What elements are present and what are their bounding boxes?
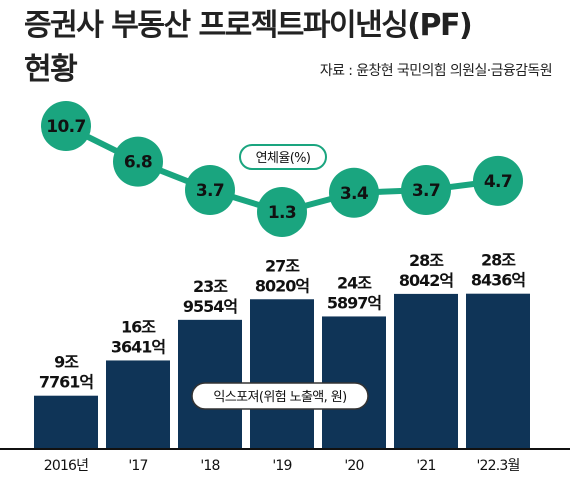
chart-title: 증권사 부동산 프로젝트파이낸싱(PF) 현황 [24,4,473,92]
bar-legend: 익스포져(위험 노출액, 원) [191,382,369,410]
bar-label-billion: 8020억 [255,276,310,295]
bar-label-billion: 8042억 [399,271,454,290]
line-point [401,165,451,216]
source-note: 자료 : 윤창현 국민의힘 의원실·금융감독원 [319,63,553,79]
chart-title-line2: 현황 [24,52,78,87]
x-tick-labels: 2016년 '17 '18 '19 '20 '21 '22.3월 [44,458,521,474]
bar-label-trillion: 16조 [121,317,156,336]
x-tick-label: '18 [200,458,219,474]
bar [322,316,386,448]
line-point [41,101,91,151]
bar-label-trillion: 9조 [54,353,79,372]
bar-label-trillion: 23조 [193,277,228,296]
line-point [113,136,163,187]
x-axis-line [0,448,570,450]
bar-series [34,293,530,448]
line-legend-pill [239,144,327,170]
bar [106,360,170,448]
x-tick-label: '22.3월 [476,458,519,474]
bar-label-billion: 5897억 [327,293,382,312]
bar [394,293,458,448]
bar-legend-label: 익스포져(위험 노출액, 원) [213,390,346,405]
x-tick-label: '21 [416,458,435,474]
bar [466,293,530,448]
bar-label-billion: 8436억 [471,271,526,290]
bar [34,395,98,448]
bar-label-billion: 7761억 [39,373,94,392]
line-legend: 연체율(%) [239,144,327,170]
x-tick-label: '19 [272,458,291,474]
line-series: 10.7 6.8 3.7 1.3 3.4 3.7 4.7 [41,101,523,237]
line-point [185,165,235,216]
bar-label-trillion: 28조 [481,251,516,270]
bar-label-trillion: 27조 [265,256,300,275]
bar [250,299,314,448]
line-legend-label: 연체율(%) [256,151,311,166]
x-tick-label: '17 [128,458,147,474]
bar-legend-pill [191,382,369,410]
bar-label-billion: 9554억 [183,297,238,316]
x-tick-label: 2016년 [44,458,89,474]
bar-label-trillion: 24조 [337,273,372,292]
bar-label-trillion: 28조 [409,251,444,270]
x-tick-label: '20 [344,458,363,474]
bar-label-billion: 3641억 [111,337,166,356]
line-point-label: 1.3 [268,203,296,223]
line-point [329,167,379,218]
line-point [473,155,523,206]
line-point-label: 10.7 [46,117,86,137]
chart-title-line1: 증권사 부동산 프로젝트파이낸싱(PF) [24,8,473,43]
line-point [257,187,307,237]
line-point-label: 6.8 [124,153,152,173]
line-point-label: 4.7 [484,172,512,192]
line-point-label: 3.7 [196,181,224,201]
line-point-label: 3.7 [412,181,440,201]
line-point-label: 3.4 [340,184,369,204]
